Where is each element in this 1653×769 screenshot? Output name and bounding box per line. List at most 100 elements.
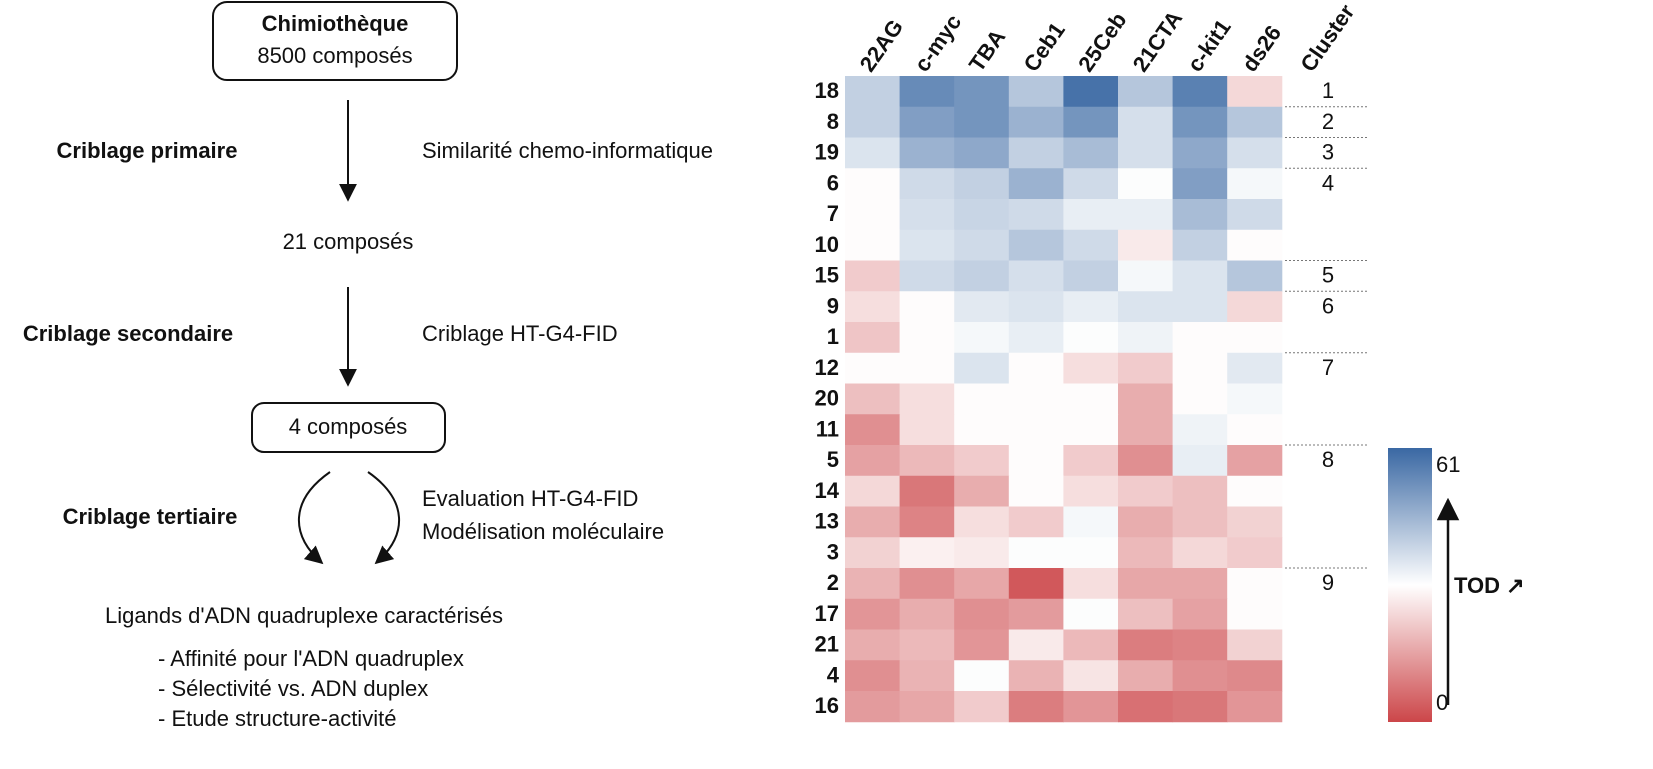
heatmap-cell bbox=[1118, 445, 1174, 477]
flowchart: Chimiothèque 8500 composés Criblage prim… bbox=[23, 1, 713, 731]
row-label: 10 bbox=[815, 232, 839, 257]
heatmap-cell bbox=[1008, 383, 1064, 415]
stage-label: Criblage secondaire bbox=[23, 321, 233, 346]
heatmap-cell bbox=[1118, 568, 1174, 600]
colorbar-tick-label: 61 bbox=[1436, 452, 1460, 477]
row-label: 11 bbox=[816, 416, 839, 441]
heatmap-cell bbox=[1172, 76, 1228, 108]
heatmap-cell bbox=[1227, 137, 1283, 169]
heatmap-cell bbox=[845, 598, 901, 630]
heatmap-cell bbox=[899, 445, 955, 477]
row-label: 9 bbox=[827, 293, 839, 318]
heatmap-cell bbox=[1063, 229, 1119, 261]
row-label: 14 bbox=[815, 478, 840, 503]
heatmap-cell bbox=[1227, 414, 1283, 446]
row-label: 18 bbox=[815, 78, 839, 103]
row-label: 4 bbox=[827, 662, 840, 687]
heatmap-cell bbox=[1227, 106, 1283, 138]
row-label: 6 bbox=[827, 170, 839, 195]
heatmap-cell bbox=[1063, 106, 1119, 138]
heatmap-cell bbox=[1172, 322, 1228, 354]
heatmap-cell bbox=[1063, 660, 1119, 692]
heatmap-cell bbox=[845, 137, 901, 169]
heatmap-cell bbox=[1172, 537, 1228, 569]
heatmap-cell bbox=[1118, 691, 1174, 723]
heatmap-cell bbox=[1118, 660, 1174, 692]
heatmap-cell bbox=[845, 352, 901, 384]
column-label: ds26 bbox=[1237, 21, 1286, 76]
column-label: Ceb1 bbox=[1018, 18, 1069, 76]
start-subtitle: 8500 composés bbox=[257, 43, 412, 68]
heatmap-cell bbox=[954, 229, 1010, 261]
heatmap-cell bbox=[1063, 168, 1119, 200]
cluster-label: 6 bbox=[1322, 293, 1334, 318]
heatmap-cell bbox=[1063, 322, 1119, 354]
heatmap-cell bbox=[899, 260, 955, 292]
heatmap-cell bbox=[1008, 660, 1064, 692]
heatmap-cell bbox=[954, 660, 1010, 692]
heatmap-cell bbox=[899, 383, 955, 415]
heatmap-cell bbox=[954, 76, 1010, 108]
heatmap-cell bbox=[899, 352, 955, 384]
heatmap-cell bbox=[1063, 291, 1119, 323]
stage-method: Criblage HT-G4-FID bbox=[422, 321, 618, 346]
heatmap-cell bbox=[845, 568, 901, 600]
heatmap-cell bbox=[1063, 383, 1119, 415]
heatmap-cell bbox=[1172, 291, 1228, 323]
heatmap-cell bbox=[954, 537, 1010, 569]
stage-method: Modélisation moléculaire bbox=[422, 519, 664, 544]
heatmap-cell bbox=[954, 568, 1010, 600]
heatmap-cell bbox=[1118, 229, 1174, 261]
heatmap-cell bbox=[1008, 629, 1064, 661]
heatmap-cell bbox=[1227, 598, 1283, 630]
heatmap-cell bbox=[1008, 260, 1064, 292]
heatmap-cell bbox=[899, 137, 955, 169]
heatmap-cell bbox=[1063, 137, 1119, 169]
heatmap-cell bbox=[1118, 537, 1174, 569]
heatmap-cell bbox=[1172, 629, 1228, 661]
row-label: 17 bbox=[815, 601, 839, 626]
heatmap-cell bbox=[1118, 629, 1174, 661]
heatmap-cell bbox=[1118, 475, 1174, 507]
heatmap-cell bbox=[1063, 598, 1119, 630]
stage-result: 4 composés bbox=[289, 414, 408, 439]
heatmap-cell bbox=[954, 383, 1010, 415]
cluster-label: 4 bbox=[1322, 170, 1334, 195]
start-box bbox=[212, 1, 458, 81]
heatmap-cell bbox=[1172, 414, 1228, 446]
heatmap-cell bbox=[1063, 691, 1119, 723]
heatmap-cell bbox=[1063, 629, 1119, 661]
heatmap-cell bbox=[1008, 137, 1064, 169]
heatmap-cell bbox=[954, 168, 1010, 200]
heatmap-cell bbox=[1227, 352, 1283, 384]
heatmap-cell bbox=[954, 691, 1010, 723]
heatmap-cell bbox=[1118, 106, 1174, 138]
heatmap-cell bbox=[899, 660, 955, 692]
heatmap-cell bbox=[954, 598, 1010, 630]
heatmap-cell bbox=[954, 352, 1010, 384]
heatmap-cell bbox=[1118, 322, 1174, 354]
heatmap-cell bbox=[954, 475, 1010, 507]
column-label: TBA bbox=[964, 25, 1010, 76]
heatmap-cell bbox=[1172, 168, 1228, 200]
heatmap-cell bbox=[1008, 76, 1064, 108]
heatmap-cell bbox=[954, 445, 1010, 477]
heatmap-cell bbox=[845, 383, 901, 415]
heatmap-cell bbox=[1008, 199, 1064, 231]
stage-result: 21 composés bbox=[283, 229, 414, 254]
heatmap-cell bbox=[899, 568, 955, 600]
heatmap-cell bbox=[899, 229, 955, 261]
heatmap-cell bbox=[1008, 537, 1064, 569]
heatmap-cell bbox=[845, 260, 901, 292]
heatmap-cell bbox=[899, 629, 955, 661]
heatmap-cell bbox=[1172, 137, 1228, 169]
heatmap-cell bbox=[845, 322, 901, 354]
outcome-title: Ligands d'ADN quadruplexe caractérisés bbox=[105, 603, 503, 628]
cluster-label: 5 bbox=[1322, 263, 1334, 288]
heatmap-cell bbox=[954, 291, 1010, 323]
heatmap-cell bbox=[1063, 76, 1119, 108]
heatmap-cell bbox=[954, 106, 1010, 138]
heatmap-cell bbox=[845, 106, 901, 138]
heatmap-cell bbox=[845, 537, 901, 569]
